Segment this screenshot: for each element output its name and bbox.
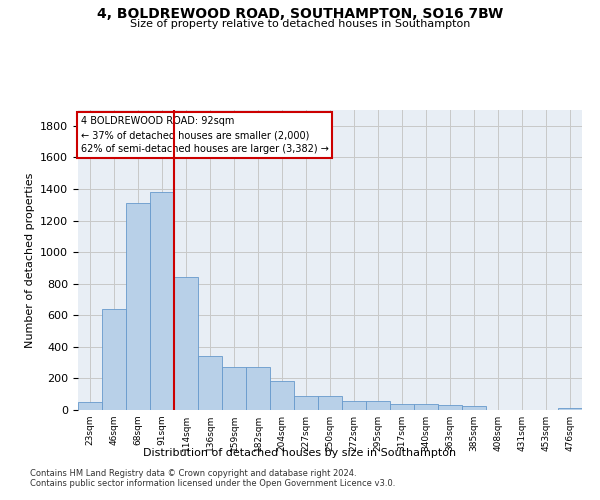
Bar: [270, 381, 294, 410]
Bar: [342, 400, 366, 410]
Bar: [222, 368, 246, 410]
Text: Contains HM Land Registry data © Crown copyright and database right 2024.: Contains HM Land Registry data © Crown c…: [30, 468, 356, 477]
Bar: [390, 404, 414, 410]
Bar: [174, 278, 198, 410]
Text: Distribution of detached houses by size in Southampton: Distribution of detached houses by size …: [143, 448, 457, 458]
Bar: [414, 404, 438, 410]
Text: Contains public sector information licensed under the Open Government Licence v3: Contains public sector information licen…: [30, 478, 395, 488]
Bar: [558, 408, 582, 410]
Bar: [102, 309, 126, 410]
Bar: [366, 400, 390, 410]
Bar: [198, 356, 222, 410]
Bar: [318, 396, 342, 410]
Bar: [126, 203, 150, 410]
Bar: [78, 402, 102, 410]
Bar: [462, 406, 486, 410]
Bar: [294, 396, 318, 410]
Bar: [150, 192, 174, 410]
Text: Size of property relative to detached houses in Southampton: Size of property relative to detached ho…: [130, 19, 470, 29]
Text: 4, BOLDREWOOD ROAD, SOUTHAMPTON, SO16 7BW: 4, BOLDREWOOD ROAD, SOUTHAMPTON, SO16 7B…: [97, 8, 503, 22]
Bar: [438, 406, 462, 410]
Bar: [246, 368, 270, 410]
Y-axis label: Number of detached properties: Number of detached properties: [25, 172, 35, 348]
Text: 4 BOLDREWOOD ROAD: 92sqm
← 37% of detached houses are smaller (2,000)
62% of sem: 4 BOLDREWOOD ROAD: 92sqm ← 37% of detach…: [80, 116, 328, 154]
